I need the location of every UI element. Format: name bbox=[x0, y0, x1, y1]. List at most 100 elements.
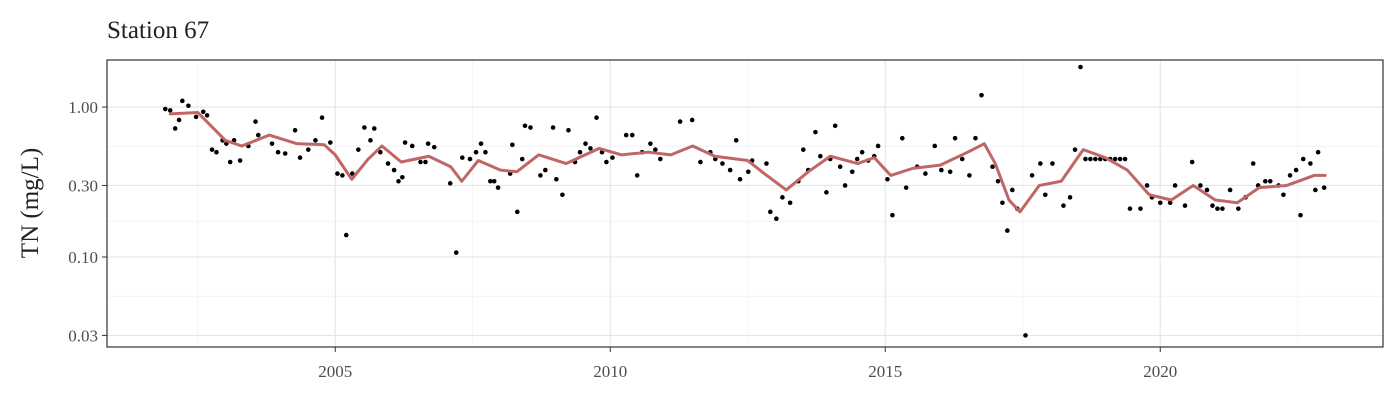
data-point bbox=[340, 173, 345, 178]
data-point bbox=[1287, 173, 1293, 178]
data-point bbox=[418, 159, 423, 165]
data-point bbox=[473, 149, 479, 155]
data-point bbox=[1313, 187, 1318, 193]
chart-title: Station 67 bbox=[107, 17, 209, 44]
y-tick-label: 0.03 bbox=[68, 326, 98, 345]
data-point bbox=[328, 140, 333, 145]
data-point bbox=[720, 161, 725, 166]
data-point bbox=[932, 143, 938, 149]
data-point bbox=[1138, 206, 1143, 211]
data-point bbox=[610, 155, 615, 160]
data-point bbox=[368, 138, 373, 143]
data-point bbox=[214, 149, 219, 155]
data-point bbox=[1112, 156, 1118, 162]
data-point bbox=[1300, 156, 1306, 162]
data-point bbox=[488, 178, 493, 184]
data-point bbox=[253, 119, 258, 124]
x-tick-label: 2005 bbox=[318, 362, 352, 381]
data-point bbox=[275, 149, 281, 155]
data-point bbox=[1298, 212, 1303, 218]
data-point bbox=[677, 119, 683, 124]
data-point bbox=[391, 167, 397, 173]
data-point bbox=[335, 171, 340, 176]
data-point bbox=[967, 173, 972, 178]
y-tick-label: 1.00 bbox=[68, 98, 98, 117]
data-point bbox=[491, 178, 497, 184]
data-point bbox=[522, 123, 528, 129]
data-point bbox=[648, 141, 653, 146]
data-point bbox=[200, 109, 206, 115]
data-point bbox=[1050, 161, 1055, 166]
data-point bbox=[1061, 203, 1066, 208]
data-point bbox=[409, 143, 415, 149]
data-point bbox=[837, 164, 843, 170]
data-point bbox=[923, 171, 928, 176]
data-point bbox=[1308, 161, 1313, 166]
data-point bbox=[768, 209, 773, 215]
data-point bbox=[282, 151, 288, 156]
data-point bbox=[780, 195, 785, 200]
data-point bbox=[885, 176, 890, 182]
data-point bbox=[859, 149, 865, 155]
data-point bbox=[460, 155, 465, 160]
data-point bbox=[1043, 192, 1048, 198]
data-point bbox=[588, 146, 593, 151]
data-point bbox=[947, 169, 953, 175]
data-point bbox=[1172, 183, 1178, 188]
data-point bbox=[832, 123, 838, 129]
data-point bbox=[818, 153, 823, 159]
data-point bbox=[1088, 156, 1093, 162]
data-point bbox=[560, 192, 565, 198]
y-tick-label: 0.10 bbox=[68, 248, 98, 267]
data-point bbox=[1029, 173, 1035, 178]
data-point bbox=[959, 156, 965, 162]
data-point bbox=[1023, 333, 1028, 338]
data-point bbox=[952, 135, 958, 141]
data-point bbox=[733, 138, 739, 143]
data-point bbox=[990, 164, 995, 170]
data-point bbox=[900, 135, 905, 141]
x-tick-label: 2020 bbox=[1143, 362, 1177, 381]
data-point bbox=[510, 142, 515, 148]
smooth-line bbox=[168, 110, 1327, 214]
data-point bbox=[1067, 195, 1073, 200]
data-point bbox=[995, 178, 1001, 184]
data-point bbox=[653, 147, 658, 152]
data-point bbox=[979, 92, 984, 98]
data-point bbox=[658, 156, 663, 162]
data-point bbox=[1263, 178, 1268, 184]
data-point bbox=[1315, 149, 1321, 155]
data-point bbox=[227, 159, 233, 165]
y-axis-label: TN (mg/L) bbox=[17, 148, 44, 258]
data-point bbox=[319, 115, 325, 120]
data-point bbox=[172, 126, 178, 131]
data-point bbox=[313, 138, 318, 143]
data-point bbox=[1227, 187, 1233, 193]
data-point bbox=[396, 178, 401, 184]
marks bbox=[163, 64, 1327, 338]
data-point bbox=[623, 132, 629, 138]
data-point bbox=[362, 125, 367, 130]
data-point bbox=[1293, 167, 1299, 173]
grid bbox=[107, 60, 1383, 347]
data-point bbox=[495, 185, 501, 190]
data-point bbox=[1167, 200, 1173, 206]
data-point bbox=[604, 159, 609, 165]
data-point bbox=[1250, 161, 1256, 166]
data-point bbox=[343, 232, 349, 238]
y-tick-label: 0.30 bbox=[68, 176, 98, 195]
data-point bbox=[1182, 203, 1188, 208]
data-point bbox=[431, 144, 437, 150]
data-point bbox=[842, 183, 848, 188]
data-point bbox=[903, 185, 909, 190]
data-point bbox=[385, 161, 391, 166]
data-point bbox=[973, 135, 978, 141]
data-point bbox=[255, 132, 261, 138]
data-point bbox=[594, 115, 599, 120]
data-point bbox=[698, 159, 703, 165]
data-point bbox=[176, 117, 182, 123]
data-point bbox=[237, 158, 243, 163]
data-point bbox=[1010, 187, 1015, 193]
data-point bbox=[854, 156, 860, 162]
data-point bbox=[801, 147, 806, 152]
